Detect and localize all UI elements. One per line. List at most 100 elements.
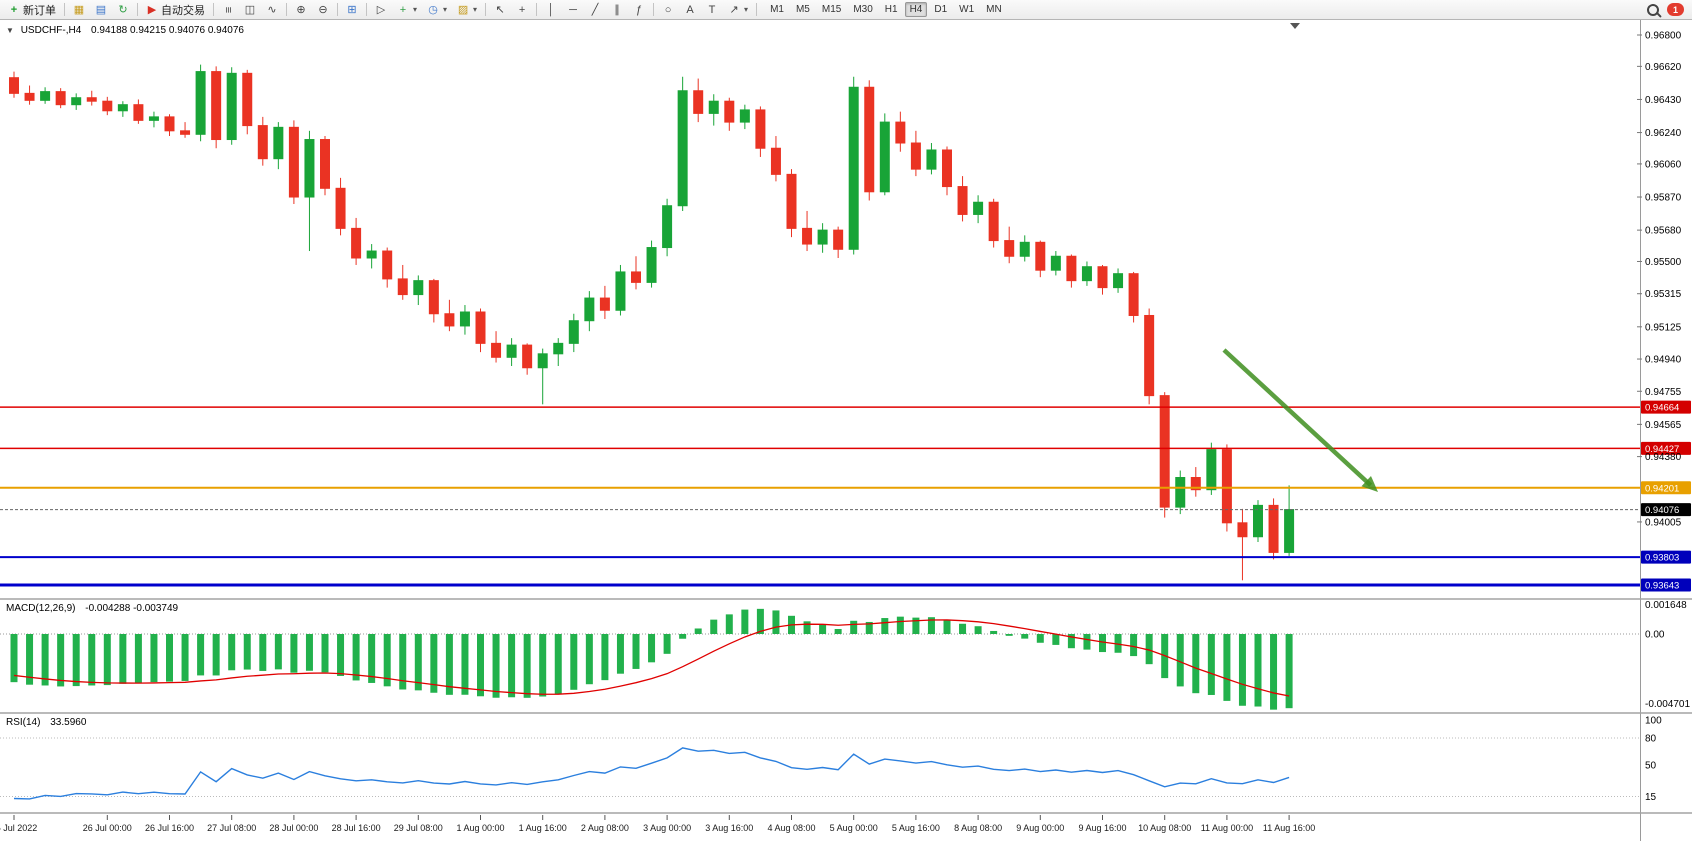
macd-histogram-bar	[912, 617, 920, 634]
macd-histogram-bar	[725, 614, 733, 634]
indicators-button[interactable]: + ▾	[392, 2, 422, 18]
macd-name: MACD(12,26,9)	[6, 603, 76, 614]
candle-body	[9, 77, 19, 94]
new-order-button[interactable]: + 新订单	[3, 2, 61, 18]
rsi-line	[13, 747, 1290, 800]
bar-chart-icon: ≡	[222, 6, 234, 13]
equidistant-channel-button[interactable]: ∥	[606, 2, 628, 18]
candle-body	[817, 229, 828, 245]
candle-body	[553, 342, 564, 355]
macd-histogram-bar	[41, 634, 49, 686]
macd-histogram-bar	[819, 624, 827, 634]
horizontal-line-button[interactable]: ─	[562, 2, 584, 18]
price-axis[interactable]: 0.94664 0.94427 0.94201 0.94076 0.93803 0.936…	[1637, 20, 1692, 841]
time-axis[interactable]: 25 Jul 2022 26 Jul 00:00 26 Jul 16:00 27 Ju…	[0, 815, 1315, 833]
main-chart-panel	[0, 23, 1640, 587]
timeframe-button-m30[interactable]: M30	[848, 2, 877, 17]
macd-histogram-bar	[554, 634, 562, 695]
macd-histogram-bar	[134, 634, 142, 684]
vertical-line-button[interactable]: │	[540, 2, 562, 18]
candle-body	[926, 149, 937, 170]
crosshair-icon: +	[518, 3, 526, 16]
macd-histogram-bar	[368, 634, 376, 683]
trend-arrow-annotation[interactable]	[1222, 348, 1373, 487]
chevron-down-icon: ▾	[443, 5, 448, 14]
timeframe-button-d1[interactable]: D1	[929, 2, 952, 17]
timeframe-button-m15[interactable]: M15	[817, 2, 846, 17]
new-chart-button[interactable]: ▦	[68, 2, 90, 18]
line-chart-icon: ∿	[267, 3, 277, 16]
candle-body	[491, 342, 502, 358]
timeframe-button-m5[interactable]: M5	[791, 2, 815, 17]
candle-body	[973, 201, 984, 215]
rsi-name: RSI(14)	[6, 717, 41, 728]
macd-histogram-bar	[508, 634, 516, 698]
zoom-out-icon: ⊖	[318, 3, 328, 16]
macd-histogram-bar	[632, 634, 640, 669]
candle-body	[631, 271, 641, 283]
timeframe-button-h4[interactable]: H4	[904, 2, 928, 17]
macd-histogram-bar	[352, 634, 360, 681]
strategy-tester-button[interactable]: ▷	[370, 2, 392, 18]
macd-histogram-bar	[57, 634, 65, 687]
macd-histogram-bar	[1036, 634, 1044, 643]
candle-body	[584, 297, 595, 322]
trendline-button[interactable]: ╱	[584, 2, 606, 18]
candle-body	[382, 250, 393, 280]
refresh-button[interactable]: ↻	[112, 2, 134, 18]
ellipse-button[interactable]: ○	[657, 2, 679, 18]
macd-histogram-bar	[865, 621, 873, 634]
arrows-button[interactable]: ↗ ▾	[723, 2, 753, 18]
timeframe-button-w1[interactable]: W1	[954, 2, 979, 17]
candlestick-chart-button[interactable]: ◫	[239, 2, 261, 18]
line-chart-button[interactable]: ∿	[261, 2, 283, 18]
macd-histogram-bar	[927, 617, 935, 634]
timeframe-button-m1[interactable]: M1	[765, 2, 789, 17]
macd-histogram-bar	[834, 629, 842, 634]
search-icon[interactable]	[1647, 3, 1659, 16]
macd-histogram-bar	[1176, 634, 1184, 687]
periods-button[interactable]: ◷ ▾	[422, 2, 452, 18]
autotrading-button[interactable]: ▶ 自动交易	[141, 2, 210, 18]
price-badge	[1641, 481, 1691, 495]
macd-histogram-bar	[72, 634, 80, 687]
timeframe-button-h1[interactable]: H1	[880, 2, 903, 17]
macd-histogram-bar	[990, 630, 998, 634]
macd-histogram-bar	[26, 634, 34, 685]
macd-histogram-bar	[274, 634, 282, 670]
crosshair-button[interactable]: +	[511, 2, 533, 18]
chart-shift-marker-icon[interactable]	[1290, 23, 1300, 29]
rsi-axis-tick: 15	[1645, 792, 1657, 803]
price-tick-label: 0.95500	[1645, 257, 1682, 268]
chart-title: ▼ USDCHF-,H4 0.94188 0.94215 0.94076 0.9…	[6, 25, 244, 36]
candle-body	[755, 109, 766, 149]
notification-badge[interactable]: 1	[1667, 3, 1684, 16]
zoom-in-button[interactable]: ⊕	[290, 2, 312, 18]
text-label-button[interactable]: T	[701, 2, 723, 18]
zoom-out-button[interactable]: ⊖	[312, 2, 334, 18]
macd-histogram-bar	[710, 619, 718, 634]
macd-histogram-bar	[181, 634, 189, 681]
candle-body	[273, 126, 284, 160]
timeframe-button-mn[interactable]: MN	[981, 2, 1007, 17]
chart-symbol-period: USDCHF-,H4	[20, 25, 82, 36]
one-click-trading-collapse-icon[interactable]: ▼	[6, 26, 14, 35]
text-label-icon: T	[708, 3, 716, 16]
macd-histogram-bar	[150, 634, 158, 683]
tile-windows-button[interactable]: ⊞	[341, 2, 363, 18]
rsi-panel	[0, 737, 1640, 800]
candle-body	[459, 311, 470, 327]
bar-chart-button[interactable]: ≡	[217, 2, 239, 18]
macd-histogram-bar	[1005, 634, 1013, 636]
macd-histogram-bar	[1052, 634, 1060, 645]
macd-histogram-bar	[1099, 634, 1106, 653]
cursor-button[interactable]: ↖	[489, 2, 511, 18]
fibonacci-retracement-button[interactable]: ƒ	[628, 2, 650, 18]
templates-button[interactable]: ▨ ▾	[452, 2, 482, 18]
candle-body	[242, 72, 253, 127]
candle-body	[1206, 449, 1217, 491]
macd-histogram-bar	[585, 634, 593, 685]
text-button[interactable]: A	[679, 2, 701, 18]
profiles-button[interactable]: ▤	[90, 2, 112, 18]
